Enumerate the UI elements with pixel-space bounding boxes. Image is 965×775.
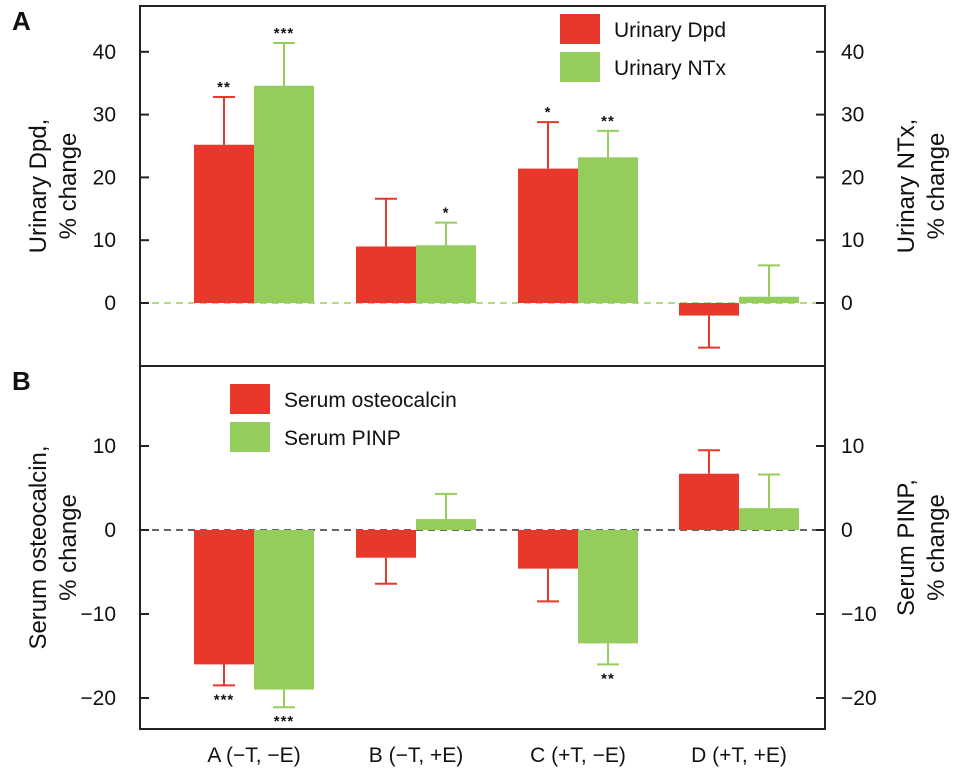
y-tick-label-right: 10 bbox=[841, 435, 864, 458]
y-tick-label-left: 10 bbox=[93, 229, 116, 252]
bar bbox=[739, 296, 799, 303]
y-axis-title-left-line: Serum osteocalcin, bbox=[25, 445, 52, 649]
legend-label: Urinary NTx bbox=[614, 57, 727, 80]
significance-marker: *** bbox=[274, 25, 295, 42]
y-tick-label-left: 40 bbox=[93, 41, 116, 64]
y-tick-label-left: 30 bbox=[93, 104, 116, 127]
bar bbox=[194, 144, 254, 303]
y-axis-title-right: Serum PINP,% change bbox=[893, 479, 950, 616]
y-axis-title-left: Urinary Dpd,% change bbox=[25, 119, 82, 254]
bar bbox=[254, 85, 314, 303]
y-tick-label-right: 0 bbox=[841, 292, 853, 315]
legend-swatch bbox=[560, 52, 600, 82]
legend-swatch bbox=[230, 422, 270, 452]
bar bbox=[356, 246, 416, 303]
legend-label: Serum PINP bbox=[284, 427, 401, 450]
y-tick-label-right: −20 bbox=[841, 687, 877, 710]
bar bbox=[416, 519, 476, 530]
significance-marker: * bbox=[545, 104, 552, 121]
y-tick-label-right: 20 bbox=[841, 166, 864, 189]
bar bbox=[416, 245, 476, 303]
bar bbox=[739, 508, 799, 530]
y-tick-label-right: 40 bbox=[841, 41, 864, 64]
bar bbox=[679, 473, 739, 530]
y-axis-title-left-line: % change bbox=[55, 133, 82, 240]
bar bbox=[518, 530, 578, 569]
y-axis-title-right-line: % change bbox=[923, 494, 950, 601]
y-axis-title-left-line: Urinary Dpd, bbox=[25, 119, 52, 254]
y-tick-label-right: 0 bbox=[841, 519, 853, 542]
significance-marker: ** bbox=[601, 670, 615, 687]
significance-marker: ** bbox=[601, 113, 615, 130]
y-axis-title-right: Urinary NTx,% change bbox=[893, 119, 950, 254]
significance-marker: *** bbox=[214, 691, 235, 708]
x-category-label: B (−T, +E) bbox=[369, 744, 464, 767]
y-axis-title-left: Serum osteocalcin,% change bbox=[25, 445, 82, 649]
y-tick-label-left: 0 bbox=[104, 519, 116, 542]
bar bbox=[254, 530, 314, 690]
legend-swatch bbox=[230, 384, 270, 414]
y-tick-label-left: 0 bbox=[104, 292, 116, 315]
x-category-label: D (+T, +E) bbox=[691, 744, 787, 767]
panel-frame-b bbox=[139, 365, 826, 730]
y-axis-title-left-line: % change bbox=[55, 494, 82, 601]
y-tick-label-right: −10 bbox=[841, 603, 877, 626]
bar bbox=[679, 303, 739, 316]
bar bbox=[194, 530, 254, 665]
legend-label: Urinary Dpd bbox=[614, 19, 726, 42]
x-category-label: A (−T, −E) bbox=[207, 744, 300, 767]
bar bbox=[578, 157, 638, 303]
y-tick-label-left: −10 bbox=[80, 603, 116, 626]
y-axis-title-right-line: Serum PINP, bbox=[893, 479, 920, 616]
bar bbox=[518, 168, 578, 303]
significance-marker: ** bbox=[217, 79, 231, 96]
x-category-label: C (+T, −E) bbox=[530, 744, 626, 767]
panel-letter: A bbox=[12, 6, 31, 36]
y-axis-title-right-line: Urinary NTx, bbox=[893, 119, 920, 254]
bar bbox=[356, 530, 416, 558]
panel-letter: B bbox=[12, 366, 31, 396]
y-tick-label-right: 10 bbox=[841, 229, 864, 252]
legend-label: Serum osteocalcin bbox=[284, 389, 457, 412]
y-tick-label-left: −20 bbox=[80, 687, 116, 710]
y-tick-label-right: 30 bbox=[841, 104, 864, 127]
bar bbox=[578, 530, 638, 644]
y-tick-label-left: 20 bbox=[93, 166, 116, 189]
y-tick-label-left: 10 bbox=[93, 435, 116, 458]
legend-swatch bbox=[560, 14, 600, 44]
significance-marker: * bbox=[443, 205, 450, 222]
y-axis-title-right-line: % change bbox=[923, 133, 950, 240]
significance-marker: *** bbox=[274, 713, 295, 730]
